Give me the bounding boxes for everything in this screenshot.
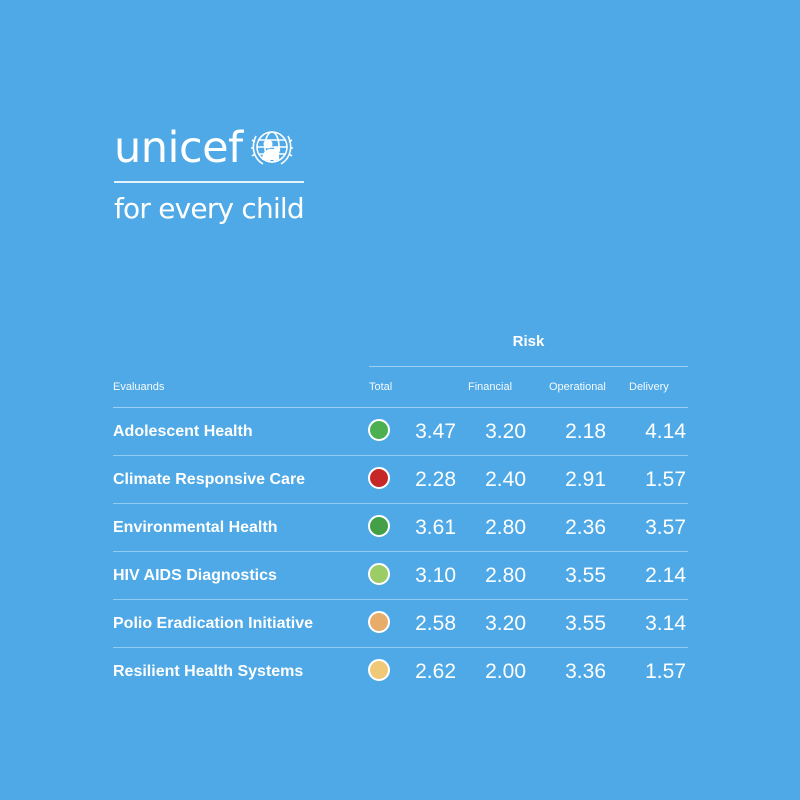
logo-tagline: for every child [114,192,305,225]
column-header-evaluands: Evaluands [113,381,165,393]
operational-risk-value: 2.18 [565,420,606,443]
financial-risk-value: 3.20 [485,420,526,443]
total-risk-value: 3.61 [415,516,456,539]
operational-risk-value: 3.55 [565,612,606,635]
total-risk-value: 3.10 [415,564,456,587]
evaluand-name: Polio Eradication Initiative [113,615,314,632]
risk-group-header: Risk [369,326,688,367]
status-indicator-icon [368,659,390,681]
financial-risk-value: 2.40 [485,468,526,491]
delivery-risk-value: 1.57 [645,660,686,683]
header-divider [113,407,688,408]
column-header-financial: Financial [468,381,513,393]
total-risk-value: 2.62 [415,660,456,683]
column-header-operational: Operational [549,381,606,393]
evaluand-name: Adolescent Health [113,423,253,440]
financial-risk-value: 3.20 [485,612,526,635]
risk-group-underline [369,366,688,367]
column-header-delivery: Delivery [629,381,669,393]
financial-risk-value: 2.00 [485,660,526,683]
logo-wordmark-text: unicef [114,123,243,173]
delivery-risk-value: 3.14 [645,612,686,635]
table-row: Environmental Health 3.61 2.80 2.36 3.57 [113,504,688,552]
total-risk-value: 2.28 [415,468,456,491]
unicef-emblem-icon [250,131,293,165]
delivery-risk-value: 2.14 [645,564,686,587]
column-header-total: Total [369,381,393,393]
logo-wordmark: unicef [114,118,310,178]
table-body: Adolescent Health 3.47 3.20 2.18 4.14 Climate… [113,408,688,695]
unicef-logo: unicef for every child [114,118,310,231]
table-row: HIV AIDS Diagnostics 3.10 2.80 3.55 2.14 [113,552,688,600]
total-risk-value: 2.58 [415,612,456,635]
status-indicator-icon [368,611,390,633]
status-indicator-icon [368,419,390,441]
delivery-risk-value: 4.14 [645,420,686,443]
operational-risk-value: 3.55 [565,564,606,587]
status-indicator-icon [368,515,390,537]
operational-risk-value: 2.91 [565,468,606,491]
financial-risk-value: 2.80 [485,564,526,587]
status-indicator-icon [368,467,390,489]
financial-risk-value: 2.80 [485,516,526,539]
table-row: Adolescent Health 3.47 3.20 2.18 4.14 [113,408,688,456]
total-risk-value: 3.47 [415,420,456,443]
delivery-risk-value: 1.57 [645,468,686,491]
delivery-risk-value: 3.57 [645,516,686,539]
column-headers: Evaluands Total Financial Operational De… [113,381,688,397]
table-row: Polio Eradication Initiative 2.58 3.20 3.55… [113,600,688,648]
evaluand-name: HIV AIDS Diagnostics [113,567,277,584]
evaluand-name: Climate Responsive Care [113,471,306,488]
operational-risk-value: 3.36 [565,660,606,683]
status-indicator-icon [368,563,390,585]
risk-group-label: Risk [512,333,545,350]
logo-divider [114,181,304,183]
evaluand-name: Resilient Health Systems [113,663,304,680]
table-row: Resilient Health Systems 2.62 2.00 3.36 1.57 [113,648,688,695]
evaluand-name: Environmental Health [113,519,278,536]
operational-risk-value: 2.36 [565,516,606,539]
table-row: Climate Responsive Care 2.28 2.40 2.91 1.57 [113,456,688,504]
